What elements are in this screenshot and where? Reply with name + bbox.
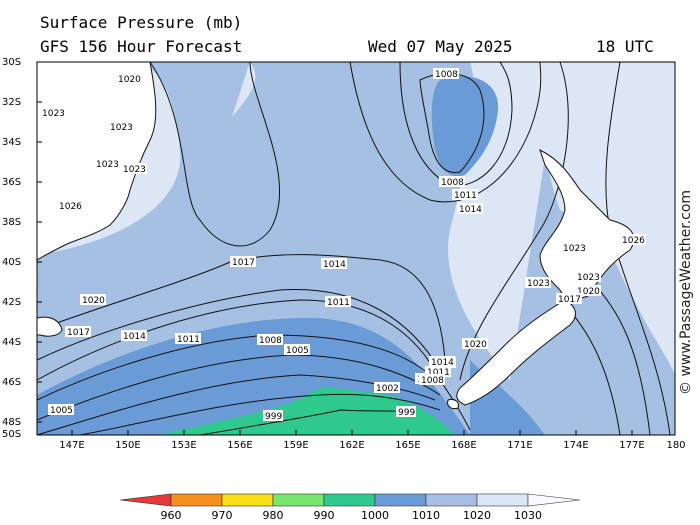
isobar-label: 1017 xyxy=(67,328,90,338)
isobar-west xyxy=(149,61,281,247)
lon-label: 174E xyxy=(563,440,589,451)
lon-label: 168E xyxy=(451,440,477,451)
credit-text: © www.PassageWeather.com xyxy=(678,189,694,395)
isobar-label: 1017 xyxy=(232,258,255,268)
legend-tick: 960 xyxy=(160,509,182,522)
isobar-label: 999 xyxy=(398,408,415,418)
lon-label: 150E xyxy=(115,440,141,451)
isobar-label: 1008 xyxy=(421,376,444,386)
lat-label: 42S xyxy=(2,297,22,308)
isobar-label: 1020 xyxy=(118,75,141,85)
isobar-label: 1014 xyxy=(323,260,346,270)
lon-label: 159E xyxy=(283,440,309,451)
lat-label: 38S xyxy=(2,217,22,228)
isobar-label: 1014 xyxy=(431,358,454,368)
legend-tick: 970 xyxy=(211,509,233,522)
isobar-label: 1005 xyxy=(286,346,309,356)
isobar-label: 1011 xyxy=(427,368,450,378)
isobar-label: 1014 xyxy=(123,332,146,342)
isobar-label: 1023 xyxy=(123,165,146,175)
legend-tick: 980 xyxy=(262,509,284,522)
forecast-time: 18 UTC xyxy=(596,37,654,56)
isobar-1020-ne xyxy=(459,61,569,381)
stewart-island xyxy=(447,399,459,410)
isobar-label: 1011 xyxy=(327,298,350,308)
map-title: Surface Pressure (mb) xyxy=(40,13,243,32)
isobar-1017 xyxy=(36,289,441,371)
lon-label: 147E xyxy=(59,440,85,451)
isobar-label: 1023 xyxy=(96,160,119,170)
isobar-label: 1023 xyxy=(563,244,586,254)
legend-tick: 1000 xyxy=(361,509,389,522)
forecast-date: Wed 07 May 2025 xyxy=(368,37,513,56)
forecast-subtitle: GFS 156 Hour Forecast xyxy=(40,37,243,56)
axis-ticks xyxy=(37,101,633,435)
isobar-label: 999 xyxy=(265,412,282,422)
legend-tick: 1020 xyxy=(463,509,491,522)
isobar-1017b xyxy=(36,254,446,361)
isobar-label: 1020 xyxy=(82,296,105,306)
nz-south-island xyxy=(456,299,576,406)
isobar-999 xyxy=(199,409,411,436)
lat-label: 46S xyxy=(2,377,22,388)
isobar-1008-north xyxy=(419,72,485,174)
lat-label: 34S xyxy=(2,137,22,148)
lon-label: 171E xyxy=(507,440,533,451)
isobar-label: 1002 xyxy=(376,384,399,394)
low-pressure-north xyxy=(431,76,499,177)
lon-label: 180 xyxy=(666,440,686,451)
lon-label: 156E xyxy=(227,440,253,451)
isobar-label: 1008 xyxy=(259,336,282,346)
lon-label: 153E xyxy=(171,440,197,451)
isobar-1011-north xyxy=(399,61,513,187)
legend-tick: 990 xyxy=(313,509,335,522)
lat-label: 44S xyxy=(2,337,22,348)
isobar-label: 1014 xyxy=(459,205,482,215)
isobar-label: 1008 xyxy=(441,178,464,188)
legend-tick: 1030 xyxy=(514,509,542,522)
pressure-band-990-1000 xyxy=(160,387,455,435)
isobar-label: 1011 xyxy=(177,335,200,345)
lat-label: 50S xyxy=(2,429,22,440)
lat-label: 40S xyxy=(2,257,22,268)
isobar-label: 1026 xyxy=(59,202,82,212)
isobar-1002 xyxy=(79,393,441,436)
legend-colorbar xyxy=(119,493,581,507)
lon-label: 165E xyxy=(395,440,421,451)
tasmania-landmass xyxy=(36,316,63,337)
isobar-labels: 1020 1023 1023 1023 1023 1026 1020 1017 … xyxy=(40,68,646,422)
isobar-label: 1023 xyxy=(527,279,550,289)
lon-label: 162E xyxy=(339,440,365,451)
isobar-label: 1023 xyxy=(577,273,600,283)
legend-tick: 1010 xyxy=(412,509,440,522)
lat-label: 30S xyxy=(2,57,22,68)
isobar-label: 1017 xyxy=(558,295,581,305)
map-frame xyxy=(36,61,676,436)
lat-label: 36S xyxy=(2,177,22,188)
isobar-label: 1020 xyxy=(577,287,600,297)
isobar-label: 1023 xyxy=(110,123,133,133)
isobar-label: 1023 xyxy=(42,109,65,119)
isobar-label: 1005 xyxy=(50,406,73,416)
lat-label: 48S xyxy=(2,417,22,428)
lon-label: 177E xyxy=(619,440,645,451)
isobar-label: 1026 xyxy=(622,236,645,246)
isobar-label: 1020 xyxy=(464,340,487,350)
isobar-label: 1008 xyxy=(435,70,458,80)
isobar-1008 xyxy=(36,354,441,421)
isobar-label: 1011 xyxy=(454,191,477,201)
lat-label: 32S xyxy=(2,97,22,108)
